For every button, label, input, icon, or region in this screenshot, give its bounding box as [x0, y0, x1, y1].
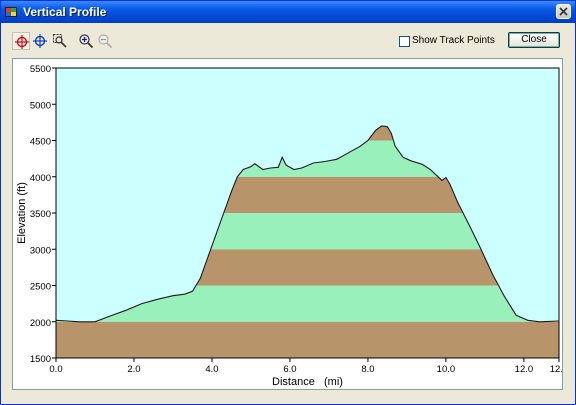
crosshair-red-icon [15, 35, 29, 49]
x-tick-label: 12.9 [550, 364, 562, 375]
x-tick-label: 10.0 [437, 364, 456, 375]
window-close-button[interactable] [556, 4, 571, 19]
zoom-out-tool[interactable] [96, 32, 114, 50]
select-point-tool[interactable] [12, 32, 30, 50]
crosshair-blue-icon [33, 34, 47, 48]
zoom-in-icon [79, 34, 94, 49]
center-tool[interactable] [31, 32, 49, 50]
chart-panel: 1500 2000 2500 3000 3500 4000 4500 5000 5500 0.0… [12, 58, 568, 390]
title-bar[interactable]: Vertical Profile [1, 1, 575, 23]
x-axis: 0.0 2.0 4.0 6.0 8.0 10.0 12.0 12.9 [49, 358, 568, 375]
zoom-box-icon [53, 34, 67, 48]
zoom-in-tool[interactable] [77, 32, 95, 50]
y-axis: 1500 2000 2500 3000 3500 4000 4500 5000 5500 [30, 64, 56, 365]
y-tick-label: 4500 [30, 137, 51, 148]
y-tick-label: 2000 [30, 318, 51, 329]
x-tick-label: 6.0 [283, 364, 296, 375]
y-tick-label: 5000 [30, 100, 51, 111]
show-track-points-label: Show Track Points [412, 35, 495, 46]
y-tick-label: 3000 [30, 245, 51, 256]
y-tick-label: 3500 [30, 209, 51, 220]
x-tick-label: 0.0 [49, 364, 62, 375]
elevation-chart[interactable]: 1500 2000 2500 3000 3500 4000 4500 5000 5500 0.0… [13, 59, 568, 389]
window-title: Vertical Profile [23, 5, 107, 19]
app-icon [5, 7, 17, 17]
show-track-points-checkbox[interactable] [399, 36, 410, 47]
x-tick-label: 4.0 [205, 364, 218, 375]
close-button[interactable]: Close [508, 32, 560, 48]
x-tick-label: 12.0 [515, 364, 534, 375]
x-tick-label: 2.0 [127, 364, 140, 375]
zoom-out-icon [98, 34, 113, 49]
y-tick-label: 1500 [30, 354, 51, 365]
zoom-box-tool[interactable] [51, 32, 69, 50]
profile-line [55, 125, 560, 323]
y-tick-label: 4000 [30, 173, 51, 184]
close-icon [559, 7, 568, 16]
y-axis-label: Elevation (ft) [16, 182, 28, 244]
y-tick-label: 5500 [30, 64, 51, 75]
x-axis-label: Distance (mi) [272, 376, 343, 388]
y-tick-label: 2500 [30, 282, 51, 293]
x-tick-label: 8.0 [361, 364, 374, 375]
elevation-band [56, 321, 559, 358]
